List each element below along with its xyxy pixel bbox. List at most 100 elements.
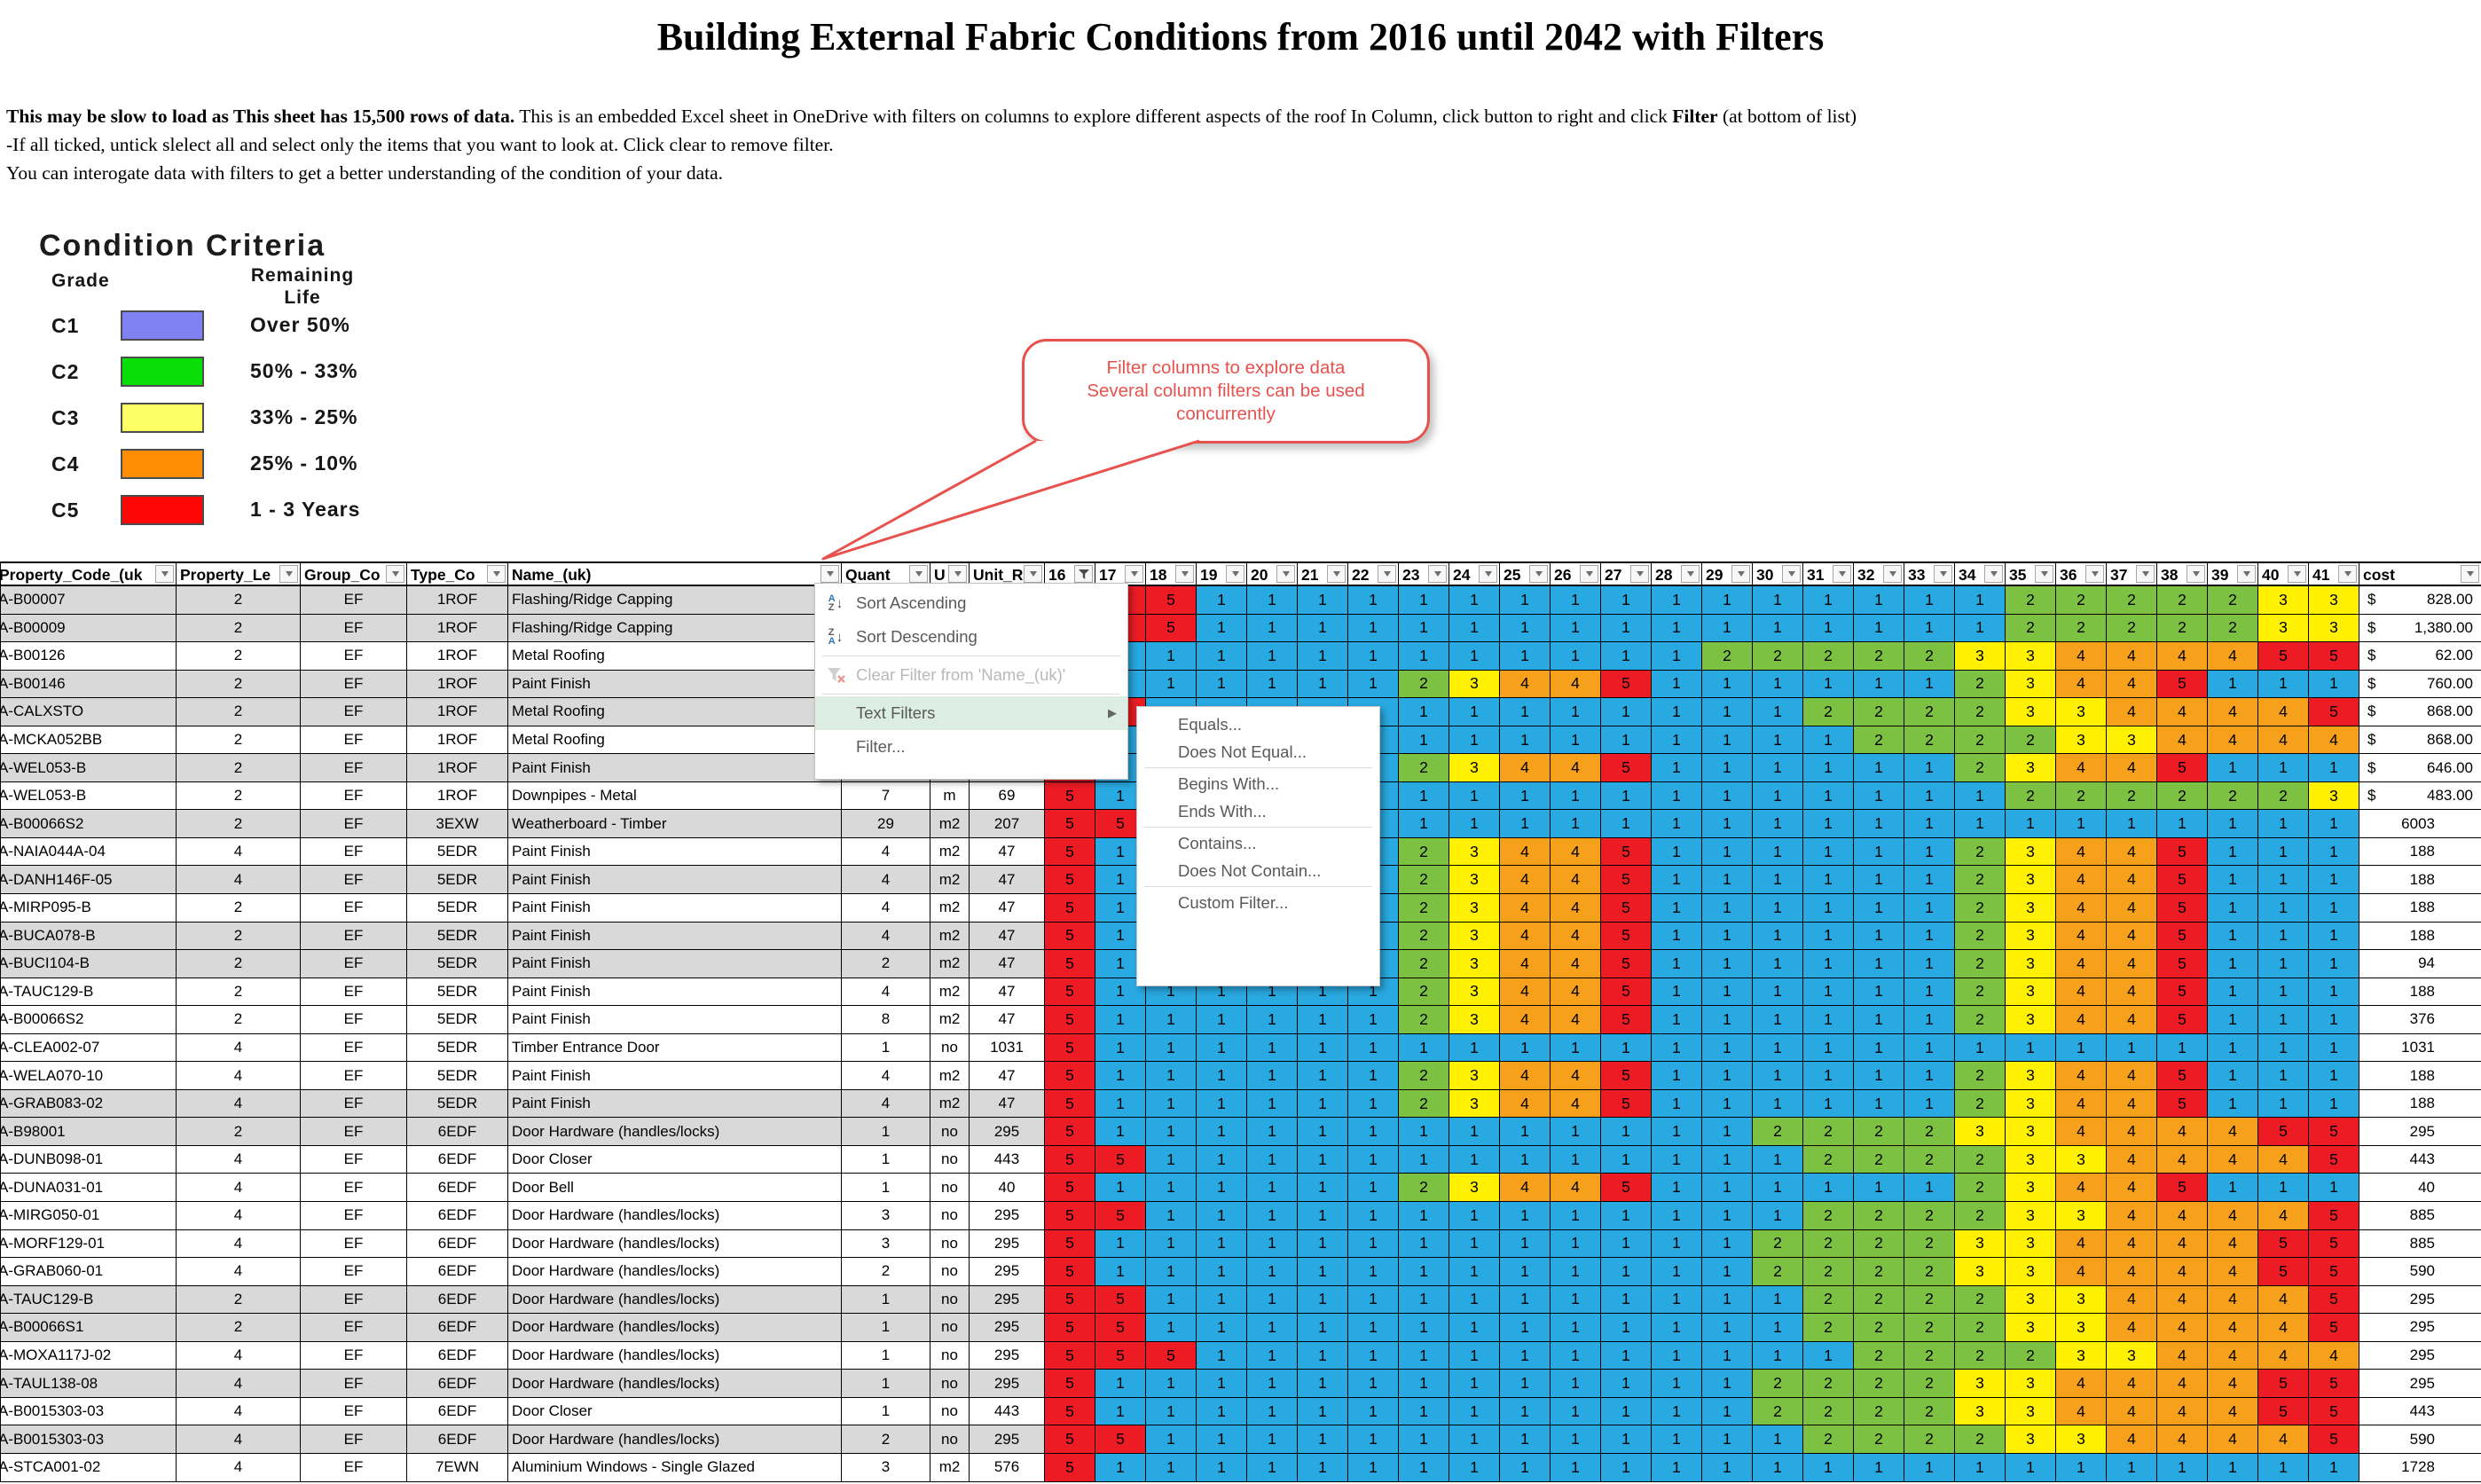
cell-year-31-grade-1[interactable]: 1 (1803, 950, 1854, 978)
cell-year-32-grade-1[interactable]: 1 (1854, 670, 1904, 699)
cell-year-31-grade-1[interactable]: 1 (1803, 586, 1854, 615)
cell-year-27-grade-1[interactable]: 1 (1601, 1145, 1652, 1174)
cell-quantity[interactable]: 2 (842, 1425, 930, 1454)
cell-year-29-grade-1[interactable]: 1 (1702, 1397, 1753, 1426)
cell-year-24-grade-1[interactable]: 1 (1449, 1229, 1500, 1259)
column-header-year-34[interactable]: 34 (1955, 563, 2006, 586)
cell-year-25-grade-4[interactable]: 4 (1500, 837, 1551, 867)
cell-year-30-grade-1[interactable]: 1 (1753, 1453, 1803, 1482)
cell-year-41-grade-5[interactable]: 5 (2309, 1285, 2359, 1315)
cell-year-16-grade-5[interactable]: 5 (1045, 1285, 1095, 1315)
cell-year-33-grade-2[interactable]: 2 (1904, 1229, 1955, 1259)
cell-year-33-grade-1[interactable]: 1 (1904, 1453, 1955, 1482)
cell-unit-rate[interactable]: 295 (970, 1202, 1045, 1230)
cell-year-36-grade-3[interactable]: 3 (2056, 1285, 2107, 1315)
cell-year-41-grade-5[interactable]: 5 (2309, 1314, 2359, 1342)
cell-cost[interactable]: 376 (2359, 1006, 2481, 1034)
cell-type-code[interactable]: 5EDR (407, 922, 508, 951)
filter-dropdown-button[interactable] (1125, 565, 1143, 583)
cell-year-30-grade-1[interactable]: 1 (1753, 810, 1803, 838)
cell-year-31-grade-1[interactable]: 1 (1803, 1089, 1854, 1119)
cell-group-code[interactable]: EF (301, 1258, 407, 1286)
cell-cost[interactable]: 1031 (2359, 1033, 2481, 1063)
column-header-property-code[interactable]: Property_Code_(uk (1, 563, 177, 586)
cell-unit-rate[interactable]: 295 (970, 1425, 1045, 1454)
cell-year-26-grade-4[interactable]: 4 (1551, 837, 1601, 867)
cell-year-32-grade-2[interactable]: 2 (1854, 1341, 1904, 1370)
submenu-item-equals[interactable]: Equals... (1178, 714, 1242, 734)
cell-year-32-grade-1[interactable]: 1 (1854, 978, 1904, 1007)
cell-year-40-grade-1[interactable]: 1 (2258, 670, 2309, 699)
cell-year-37-grade-4[interactable]: 4 (2107, 922, 2157, 951)
cell-year-35-grade-2[interactable]: 2 (2006, 586, 2056, 615)
cell-year-29-grade-1[interactable]: 1 (1702, 1370, 1753, 1398)
cell-year-16-grade-5[interactable]: 5 (1045, 1370, 1095, 1398)
cell-year-27-grade-5[interactable]: 5 (1601, 754, 1652, 782)
cell-unit-rate[interactable]: 47 (970, 1006, 1045, 1034)
cell-unit-rate[interactable]: 295 (970, 1370, 1045, 1398)
filter-dropdown-button[interactable] (2461, 565, 2479, 583)
cell-year-36-grade-3[interactable]: 3 (2056, 698, 2107, 726)
cell-property-level[interactable]: 4 (177, 1370, 301, 1398)
cell-name[interactable]: Door Hardware (handles/locks) (508, 1258, 842, 1286)
cell-year-41-grade-5[interactable]: 5 (2309, 642, 2359, 671)
cell-year-39-grade-4[interactable]: 4 (2208, 1425, 2258, 1454)
cell-year-38-grade-4[interactable]: 4 (2157, 1370, 2208, 1398)
cell-group-code[interactable]: EF (301, 1118, 407, 1146)
cell-quantity[interactable]: 4 (842, 1062, 930, 1090)
cell-year-19-grade-1[interactable]: 1 (1197, 614, 1247, 643)
cell-year-39-grade-2[interactable]: 2 (2208, 586, 2258, 615)
cell-group-code[interactable]: EF (301, 1397, 407, 1426)
cell-year-17-grade-5[interactable]: 5 (1095, 1145, 1146, 1174)
cell-year-16-grade-5[interactable]: 5 (1045, 1062, 1095, 1090)
cell-year-32-grade-2[interactable]: 2 (1854, 1229, 1904, 1259)
cell-year-18-grade-1[interactable]: 1 (1146, 1202, 1197, 1230)
cell-year-28-grade-1[interactable]: 1 (1652, 1314, 1702, 1342)
cell-year-27-grade-5[interactable]: 5 (1601, 922, 1652, 951)
cell-property-level[interactable]: 4 (177, 1425, 301, 1454)
cell-year-28-grade-1[interactable]: 1 (1652, 894, 1702, 923)
cell-year-30-grade-1[interactable]: 1 (1753, 781, 1803, 811)
cell-year-21-grade-1[interactable]: 1 (1298, 1174, 1348, 1203)
cell-year-28-grade-1[interactable]: 1 (1652, 614, 1702, 643)
cell-year-28-grade-1[interactable]: 1 (1652, 837, 1702, 867)
cell-year-40-grade-4[interactable]: 4 (2258, 698, 2309, 726)
cell-type-code[interactable]: 6EDF (407, 1145, 508, 1174)
cell-year-27-grade-1[interactable]: 1 (1601, 586, 1652, 615)
cell-year-35-grade-3[interactable]: 3 (2006, 922, 2056, 951)
cell-year-21-grade-1[interactable]: 1 (1298, 1370, 1348, 1398)
cell-year-31-grade-1[interactable]: 1 (1803, 754, 1854, 782)
cell-year-23-grade-1[interactable]: 1 (1399, 781, 1449, 811)
cell-year-41-grade-5[interactable]: 5 (2309, 1202, 2359, 1230)
cell-year-29-grade-1[interactable]: 1 (1702, 810, 1753, 838)
cell-type-code[interactable]: 1ROF (407, 614, 508, 643)
cell-year-28-grade-1[interactable]: 1 (1652, 781, 1702, 811)
cell-year-38-grade-5[interactable]: 5 (2157, 866, 2208, 895)
cell-year-36-grade-4[interactable]: 4 (2056, 1397, 2107, 1426)
cell-group-code[interactable]: EF (301, 698, 407, 726)
cell-property-code[interactable]: A-TAUC129-B (1, 978, 177, 1007)
cell-year-30-grade-2[interactable]: 2 (1753, 1118, 1803, 1146)
cell-year-39-grade-4[interactable]: 4 (2208, 1118, 2258, 1146)
cell-year-40-grade-5[interactable]: 5 (2258, 1258, 2309, 1286)
cell-year-37-grade-4[interactable]: 4 (2107, 1425, 2157, 1454)
cell-year-17-grade-1[interactable]: 1 (1095, 1033, 1146, 1063)
cell-year-34-grade-2[interactable]: 2 (1955, 1062, 2006, 1090)
cell-year-17-grade-1[interactable]: 1 (1095, 1089, 1146, 1119)
cell-year-21-grade-1[interactable]: 1 (1298, 1229, 1348, 1259)
cell-year-33-grade-1[interactable]: 1 (1904, 922, 1955, 951)
cell-cost[interactable]: 188 (2359, 894, 2481, 923)
cell-year-21-grade-1[interactable]: 1 (1298, 1062, 1348, 1090)
cell-unit-rate[interactable]: 295 (970, 1258, 1045, 1286)
cell-year-40-grade-1[interactable]: 1 (2258, 837, 2309, 867)
cell-year-38-grade-5[interactable]: 5 (2157, 950, 2208, 978)
cell-year-20-grade-1[interactable]: 1 (1247, 1370, 1298, 1398)
cell-year-28-grade-1[interactable]: 1 (1652, 642, 1702, 671)
cell-year-33-grade-2[interactable]: 2 (1904, 1285, 1955, 1315)
cell-year-34-grade-2[interactable]: 2 (1955, 1174, 2006, 1203)
cell-year-30-grade-1[interactable]: 1 (1753, 1341, 1803, 1370)
cell-year-20-grade-1[interactable]: 1 (1247, 1341, 1298, 1370)
cell-property-level[interactable]: 4 (177, 1145, 301, 1174)
cell-quantity[interactable]: 1 (842, 1033, 930, 1063)
cell-group-code[interactable]: EF (301, 1174, 407, 1203)
